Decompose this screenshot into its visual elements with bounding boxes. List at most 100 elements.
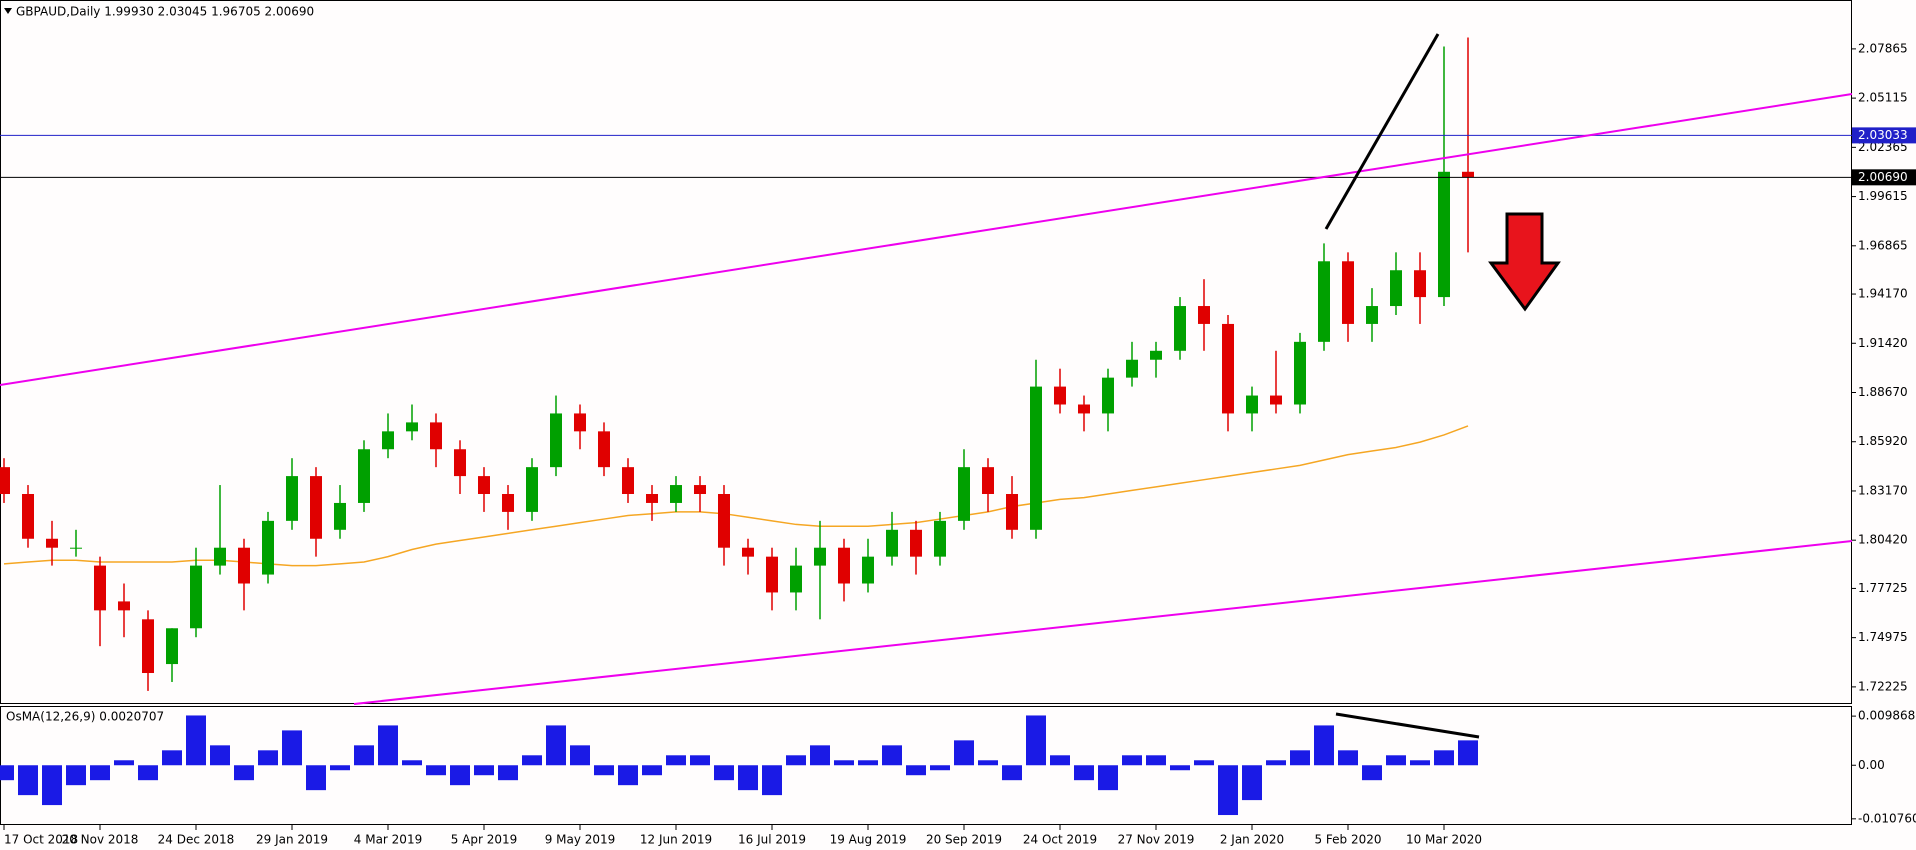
- candle-body: [526, 467, 538, 512]
- osma-bar: [1170, 765, 1190, 771]
- osma-bar: [954, 740, 974, 766]
- candle-body: [1078, 404, 1090, 414]
- osma-bar: [666, 755, 686, 766]
- osma-bar: [762, 765, 782, 796]
- candle-body: [1366, 306, 1378, 324]
- x-tick-label: 24 Oct 2019: [1023, 833, 1097, 847]
- osma-bar: [402, 760, 422, 766]
- x-tick-label: 19 Aug 2019: [830, 833, 907, 847]
- candle-body: [310, 476, 322, 539]
- candle-body: [406, 422, 418, 432]
- osma-bar: [1050, 755, 1070, 766]
- candle-body: [766, 556, 778, 593]
- candle-body: [1294, 341, 1306, 405]
- candle-body: [1150, 350, 1162, 360]
- y-tick-label: 1.88670: [1858, 385, 1908, 399]
- candle-body: [694, 485, 706, 495]
- candle-body: [814, 547, 826, 566]
- candle-body: [982, 467, 994, 495]
- candle-body: [1318, 261, 1330, 342]
- candle-body: [214, 547, 226, 566]
- osma-bar: [642, 765, 662, 776]
- main-frame: [0, 0, 1852, 704]
- osma-bar: [282, 730, 302, 766]
- osma-bar: [1290, 750, 1310, 766]
- x-tick-label: 5 Feb 2020: [1314, 833, 1381, 847]
- candle-body: [1438, 171, 1450, 298]
- candle-body: [190, 565, 202, 629]
- candle-body: [1342, 261, 1354, 324]
- osma-bar: [522, 755, 542, 766]
- chart-title: GBPAUD,Daily 1.99930 2.03045 1.96705 2.0…: [16, 5, 314, 19]
- candle-body: [430, 422, 442, 450]
- osma-bar: [1002, 765, 1022, 781]
- osma-bar: [258, 750, 278, 766]
- osma-bar: [1314, 725, 1334, 766]
- candle-body: [118, 601, 130, 611]
- candle-body: [790, 565, 802, 593]
- x-tick-label: 20 Sep 2019: [926, 833, 1002, 847]
- candle-body: [1246, 395, 1258, 414]
- candle-body: [94, 565, 106, 611]
- level-label: 2.03033: [1858, 128, 1908, 142]
- y-tick-label: 1.94170: [1858, 287, 1908, 301]
- x-tick-label: 29 Jan 2019: [256, 833, 328, 847]
- candle-body: [286, 476, 298, 521]
- osma-bar: [450, 765, 470, 786]
- y-tick-label: -0.010760: [1858, 811, 1916, 825]
- osma-bar: [1386, 755, 1406, 766]
- osma-bar: [1266, 760, 1286, 766]
- x-tick-label: 9 May 2019: [545, 833, 616, 847]
- candle-body: [1462, 171, 1474, 178]
- candle-body: [334, 502, 346, 530]
- osma-bar: [930, 765, 950, 771]
- candle-body: [0, 467, 10, 495]
- osma-bar: [1434, 750, 1454, 766]
- channel-upper: [0, 93, 1853, 386]
- osma-bar: [474, 765, 494, 776]
- x-tick-label: 2 Jan 2020: [1220, 833, 1284, 847]
- y-tick-label: 2.07865: [1858, 41, 1908, 55]
- x-tick-label: 4 Mar 2019: [354, 833, 422, 847]
- osma-bar: [1362, 765, 1382, 781]
- osma-bar: [594, 765, 614, 776]
- osma-bar: [18, 765, 38, 796]
- candle-body: [358, 449, 370, 503]
- osma-bar: [1410, 760, 1430, 766]
- candle-body: [838, 547, 850, 584]
- osma-bar: [738, 765, 758, 791]
- y-tick-label: 1.85920: [1858, 434, 1908, 448]
- osma-bar: [354, 745, 374, 766]
- y-tick-label: 1.74975: [1858, 630, 1908, 644]
- candle-body: [862, 556, 874, 584]
- candle-body: [1102, 377, 1114, 414]
- osma-bar: [378, 725, 398, 766]
- candle-body: [262, 520, 274, 575]
- osma-bar: [0, 765, 14, 781]
- candle-body: [910, 529, 922, 557]
- osma-bar: [906, 765, 926, 776]
- osma-bar: [138, 765, 158, 781]
- osma-bar: [618, 765, 638, 786]
- x-tick-label: 10 Mar 2020: [1406, 833, 1482, 847]
- candle-body: [742, 547, 754, 557]
- x-tick-label: 12 Jun 2019: [640, 833, 712, 847]
- y-tick-label: 0.00: [1858, 758, 1885, 772]
- candle-body: [1030, 386, 1042, 530]
- candle-body: [550, 413, 562, 468]
- y-tick-label: 1.91420: [1858, 336, 1908, 350]
- osma-bar: [426, 765, 446, 776]
- candle-body: [1270, 395, 1282, 405]
- osma-bar: [42, 765, 62, 806]
- osma-bar: [978, 760, 998, 766]
- candle-body: [886, 529, 898, 557]
- y-tick-label: 1.96865: [1858, 238, 1908, 252]
- osma-bar: [882, 745, 902, 766]
- level-label-box: [1852, 127, 1916, 144]
- osma-bar: [1218, 765, 1238, 816]
- candle-body: [622, 467, 634, 495]
- candle-body: [238, 547, 250, 584]
- level-label: 2.00690: [1858, 170, 1908, 184]
- candle-body: [1222, 323, 1234, 414]
